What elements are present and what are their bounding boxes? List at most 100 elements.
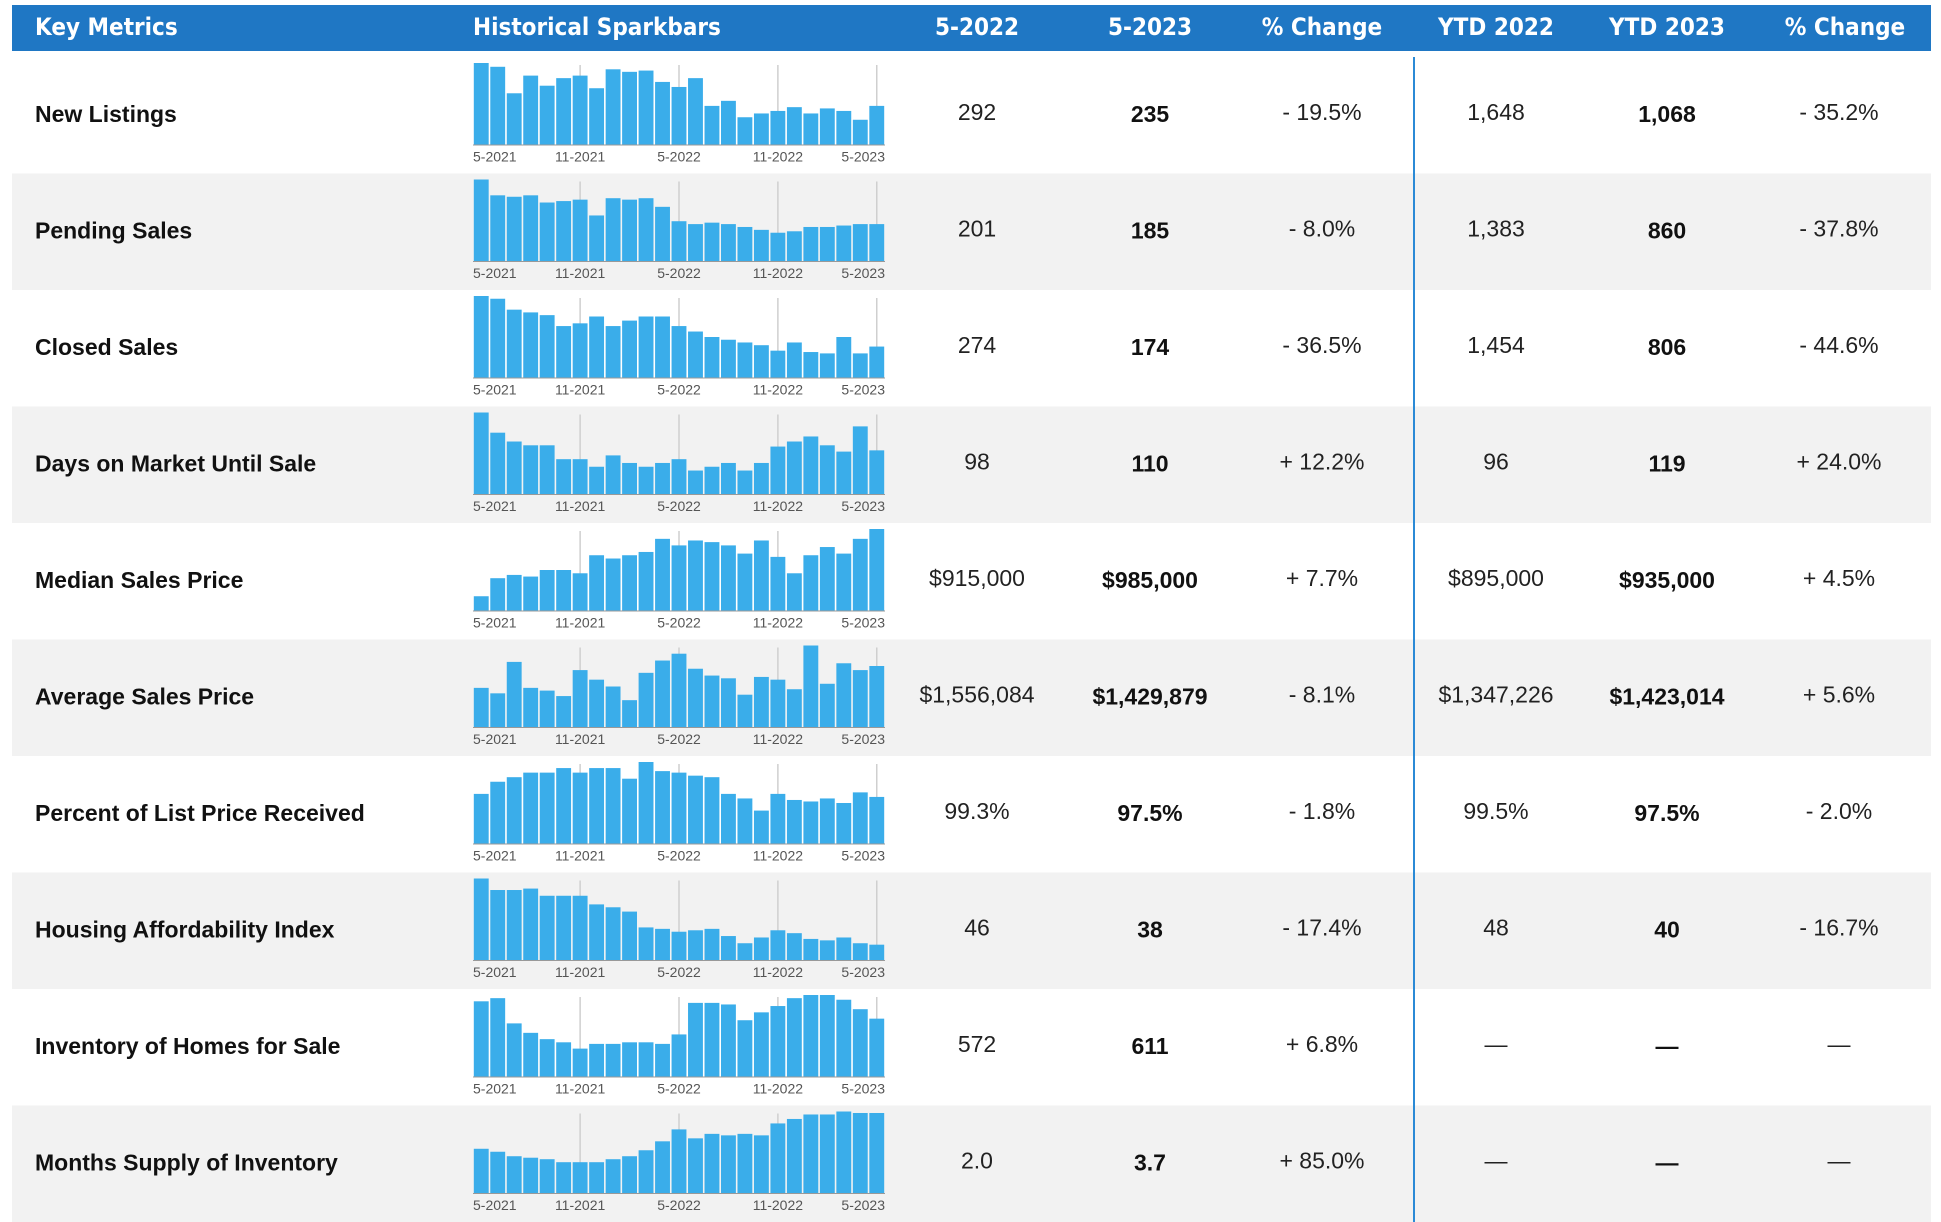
value-cell: 235 [1131,101,1170,127]
sparkbar [770,679,786,728]
sparkbar [506,196,522,262]
sparkbar [852,224,868,262]
value-cell: 292 [958,99,996,125]
value-cell: - 37.8% [1799,216,1878,242]
sparkbar [803,1114,819,1194]
sparkbar [786,342,802,378]
value-cell: 3.7 [1134,1150,1166,1176]
value-cell: 806 [1648,334,1686,360]
sparkbar [523,75,539,145]
sparkbar [523,195,539,262]
spark-label: 11-2022 [753,149,804,165]
metric-label: Pending Sales [35,218,192,244]
sparkbar [753,1135,769,1194]
sparkbar [786,933,802,961]
sparkbar [688,224,703,262]
sparkbar [622,555,637,611]
sparkbar [836,337,852,378]
sparkbar [721,224,736,262]
sparkbar [704,675,720,728]
sparkbar [572,772,588,844]
sparkbar [655,928,670,961]
sparkbar [655,462,670,495]
sparkbar [572,895,588,961]
sparkbar [589,904,605,961]
value-cell: + 4.5% [1803,565,1875,591]
sparkbar [638,672,654,728]
spark-label: 5-2021 [473,964,517,980]
spark-label: 11-2021 [555,615,606,631]
sparkbar [473,687,489,728]
sparkbar [490,781,506,844]
sparkbar [836,663,852,728]
value-cell: 611 [1131,1033,1168,1059]
sparkbar [556,696,572,728]
sparkbar [622,320,637,378]
value-cell: 201 [958,216,996,242]
sparkbar [539,570,555,611]
sparkbar [622,462,637,495]
spark-label: 5-2022 [657,498,701,514]
sparkbar [589,1043,605,1077]
value-cell: - 1.8% [1289,798,1355,824]
sparkbar [721,1004,736,1077]
spark-label: 5-2023 [841,149,885,165]
sparkbar [688,1138,703,1194]
sparkbar [852,538,868,611]
value-cell: + 5.6% [1803,682,1875,708]
sparkbar [770,350,786,378]
sparkbar [556,201,572,262]
spark-label: 11-2021 [555,731,606,747]
value-cell: + 6.8% [1286,1031,1358,1057]
sparkbar [704,222,720,262]
sparkbar [852,943,868,961]
sparkbar [852,426,868,495]
row-bg [12,290,1931,407]
sparkbar [655,206,670,262]
sparkbar [490,66,506,145]
value-cell: - 17.4% [1282,915,1361,941]
sparkbar [819,445,835,495]
sparkbar [753,810,769,844]
spark-label: 11-2022 [753,498,804,514]
value-cell: 97.5% [1117,800,1182,826]
sparkbar [721,339,736,378]
sparkbar [655,660,670,728]
sparkbar [770,232,786,262]
sparkbar [572,459,588,495]
value-cell: 97.5% [1634,800,1699,826]
sparkbar [605,558,621,611]
row-bg [12,872,1931,989]
header-cell: % Change [1785,13,1905,41]
value-cell: 48 [1483,915,1509,941]
value-cell: 572 [958,1031,996,1057]
spark-label: 5-2023 [841,615,885,631]
sparkbar [523,772,539,844]
spark-label: 11-2022 [753,382,804,398]
value-cell: - 8.0% [1289,216,1355,242]
sparkbar [572,670,588,728]
spark-label: 11-2022 [753,615,804,631]
sparkbar [605,198,621,262]
value-cell: 1,454 [1467,332,1525,358]
sparkbar [473,793,489,844]
spark-label: 11-2021 [555,382,606,398]
spark-label: 11-2022 [753,265,804,281]
header-bar [12,5,1931,51]
value-cell: 1,068 [1638,101,1696,127]
sparkbar [786,107,802,145]
sparkbar [490,890,506,961]
sparkbar [770,556,786,611]
sparkbar [539,202,555,262]
value-cell: $915,000 [929,565,1025,591]
sparkbar [539,895,555,961]
spark-label: 5-2021 [473,1197,517,1213]
sparkbar [671,772,687,844]
sparkbar [473,63,489,145]
sparkbar [671,459,687,495]
sparkbar [473,179,489,262]
sparkbar [523,888,539,961]
sparkbar [506,309,522,378]
sparkbar [786,689,802,728]
value-cell: 40 [1654,917,1680,943]
